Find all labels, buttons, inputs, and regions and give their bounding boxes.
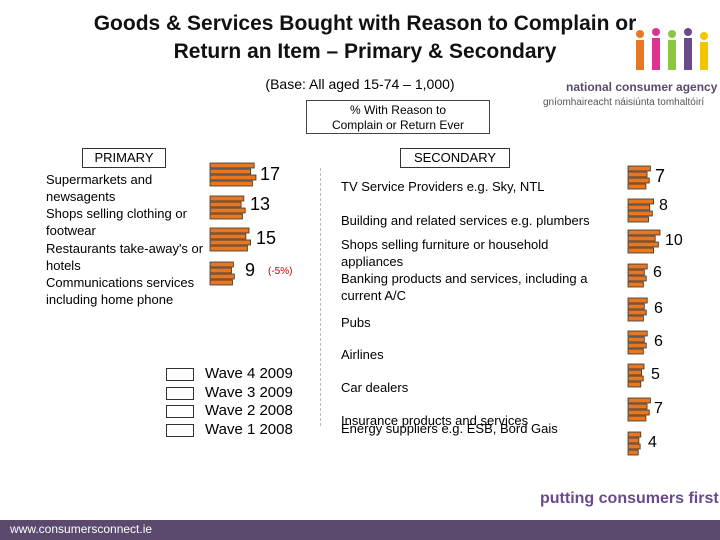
secondary-category-label: Airlines — [341, 347, 384, 362]
legend-label: Wave 4 2009 — [205, 365, 293, 382]
secondary-heading: SECONDARY — [400, 148, 510, 168]
primary-category-label: Communications services including home p… — [46, 275, 195, 307]
primary-change-annotation: (-5%) — [268, 266, 293, 277]
footer-bar — [0, 520, 720, 540]
primary-bar — [209, 162, 255, 169]
secondary-bar — [627, 235, 656, 242]
primary-bar — [209, 168, 252, 175]
primary-bar — [209, 174, 257, 181]
secondary-category-label: Car dealers — [341, 380, 409, 395]
secondary-category-label: Shops selling furniture or household app… — [341, 237, 549, 269]
secondary-value-label: 10 — [665, 232, 683, 249]
primary-value-label: 9 — [245, 260, 256, 280]
primary-heading: PRIMARY — [82, 148, 166, 168]
secondary-value-label: 6 — [653, 264, 662, 281]
secondary-bar — [627, 363, 645, 370]
secondary-category-label: Building and related services e.g. plumb… — [341, 213, 590, 228]
secondary-bar — [627, 303, 645, 310]
legend-label: Wave 3 2009 — [205, 384, 293, 401]
secondary-category-label: TV Service Providers e.g. Sky, NTL — [341, 179, 545, 194]
brand-name: national consumer agency — [566, 80, 718, 94]
secondary-bar — [627, 165, 651, 172]
primary-category-label: Supermarkets and newsagents — [46, 172, 153, 204]
secondary-value-label: 6 — [654, 300, 663, 317]
secondary-bar — [627, 263, 648, 270]
legend-label: Wave 1 2008 — [205, 421, 293, 438]
secondary-category-label: Energy suppliers e.g. ESB, Bord Gais — [341, 421, 558, 436]
primary-category-label: Shops selling clothing or footwear — [46, 206, 187, 238]
secondary-value-label: 8 — [659, 197, 668, 214]
secondary-value-label: 7 — [655, 166, 666, 186]
primary-value-label: 15 — [256, 228, 277, 248]
tagline: putting consumers first — [540, 490, 719, 507]
nca-logo-icon — [636, 28, 708, 70]
pct-label-line-1: % With Reason to — [349, 103, 447, 117]
primary-category-label: Restaurants take-away's or hotels — [46, 241, 204, 273]
legend-swatch-wave2 — [166, 405, 194, 418]
brand-irish-name: gníomhaireacht náisiúnta tomhaltóirí — [543, 97, 705, 108]
pct-label-line-2: Complain or Return Ever — [331, 118, 465, 132]
secondary-bar — [627, 247, 655, 254]
title-line-1: Goods & Services Bought with Reason to C… — [93, 12, 637, 35]
secondary-bar — [627, 198, 655, 205]
legend-label: Wave 2 2008 — [205, 402, 293, 419]
panel-divider — [320, 168, 321, 426]
secondary-bar — [627, 229, 661, 236]
primary-bar — [209, 239, 251, 246]
secondary-bar — [627, 330, 648, 337]
secondary-bar — [627, 177, 650, 184]
secondary-category-label: Insurance products and services — [341, 413, 529, 428]
legend-swatch-wave4 — [166, 368, 194, 381]
secondary-bar — [627, 216, 649, 223]
secondary-bar — [627, 369, 643, 376]
base-note: (Base: All aged 15-74 – 1,000) — [265, 76, 455, 92]
secondary-bar — [627, 241, 659, 248]
slide-title: Goods & Services Bought with Reason to C… — [40, 10, 690, 66]
secondary-bar — [627, 171, 648, 178]
primary-bar — [209, 180, 253, 187]
secondary-bar — [627, 336, 645, 343]
legend-swatch-wave1 — [166, 424, 194, 437]
legend-swatch-wave3 — [166, 387, 194, 400]
secondary-bar — [627, 403, 648, 410]
secondary-category-label: Pubs — [341, 315, 371, 330]
secondary-bar — [627, 443, 641, 450]
secondary-bar — [627, 210, 653, 217]
footer-url[interactable]: www.consumersconnect.ie — [10, 522, 153, 536]
secondary-bar — [627, 437, 640, 444]
primary-value-label: 17 — [260, 164, 281, 184]
secondary-value-label: 5 — [651, 366, 660, 383]
secondary-value-label: 4 — [648, 434, 657, 451]
secondary-bar — [627, 409, 650, 416]
title-line-2: Return an Item – Primary & Secondary — [173, 40, 557, 63]
secondary-value-label: 6 — [654, 333, 663, 350]
secondary-bar — [627, 449, 639, 456]
primary-value-label: 13 — [250, 194, 271, 214]
secondary-value-label: 7 — [654, 400, 663, 417]
secondary-category-label: Banking products and services, including… — [341, 271, 588, 303]
secondary-bar — [627, 204, 651, 211]
secondary-bar — [627, 397, 651, 404]
percent-label-box: % With Reason to Complain or Return Ever — [306, 100, 490, 134]
